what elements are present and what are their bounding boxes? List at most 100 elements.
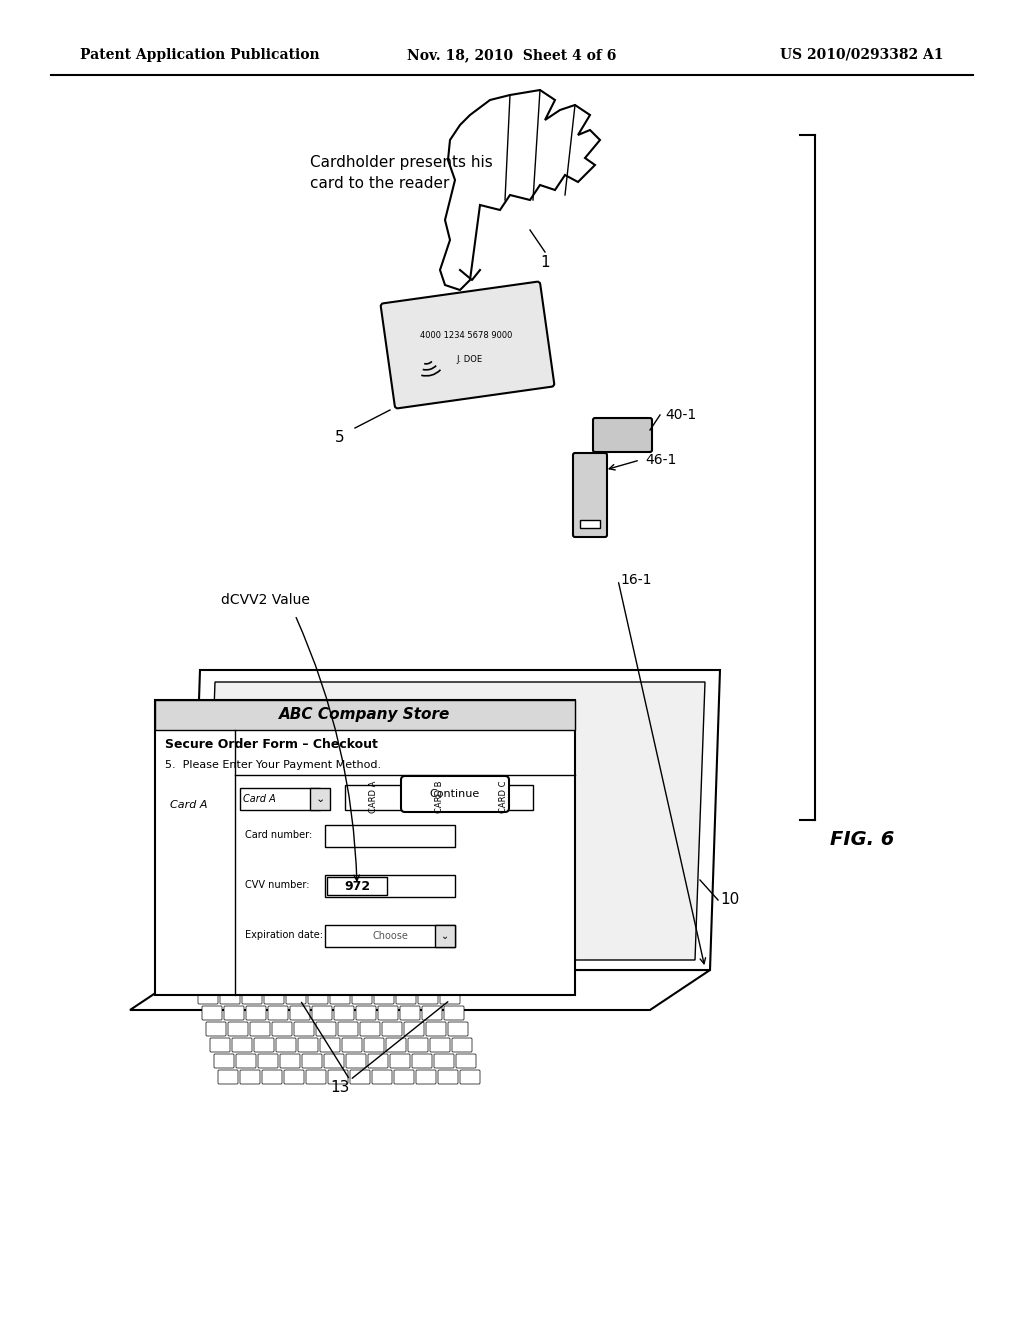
Text: CARD C: CARD C [500,780,509,813]
FancyBboxPatch shape [404,1022,424,1036]
FancyBboxPatch shape [319,1038,340,1052]
Text: 972: 972 [344,879,370,892]
Text: Card A: Card A [170,800,208,810]
Text: 46-1: 46-1 [645,453,677,467]
Bar [345,785,403,810]
FancyBboxPatch shape [422,1006,442,1020]
Bar [240,788,319,810]
FancyBboxPatch shape [593,418,652,451]
FancyBboxPatch shape [228,1022,248,1036]
FancyBboxPatch shape [418,990,438,1005]
FancyBboxPatch shape [260,974,280,987]
Text: 5.  Please Enter Your Payment Method.: 5. Please Enter Your Payment Method. [165,760,381,770]
FancyBboxPatch shape [440,990,460,1005]
Text: Card A: Card A [243,795,275,804]
FancyBboxPatch shape [460,1071,480,1084]
FancyBboxPatch shape [374,990,394,1005]
Bar [475,785,534,810]
Text: FIG. 6: FIG. 6 [830,830,894,849]
FancyBboxPatch shape [456,1053,476,1068]
FancyBboxPatch shape [360,1022,380,1036]
Text: Secure Order Form – Checkout: Secure Order Form – Checkout [165,738,378,751]
Text: 16-1: 16-1 [620,573,651,587]
FancyBboxPatch shape [304,974,324,987]
FancyBboxPatch shape [216,974,236,987]
FancyBboxPatch shape [264,990,284,1005]
FancyBboxPatch shape [238,974,258,987]
Polygon shape [440,90,600,290]
FancyBboxPatch shape [338,1022,358,1036]
FancyBboxPatch shape [342,1038,362,1052]
FancyBboxPatch shape [242,990,262,1005]
FancyBboxPatch shape [370,974,390,987]
Text: US 2010/0293382 A1: US 2010/0293382 A1 [780,48,944,62]
Text: 10: 10 [720,892,739,908]
FancyBboxPatch shape [240,1071,260,1084]
FancyBboxPatch shape [426,1022,446,1036]
FancyBboxPatch shape [352,990,372,1005]
FancyBboxPatch shape [434,1053,454,1068]
Text: ABC Company Store: ABC Company Store [280,708,451,722]
Text: CVV number:: CVV number: [245,880,309,890]
FancyBboxPatch shape [268,1006,288,1020]
FancyBboxPatch shape [438,1071,458,1084]
FancyBboxPatch shape [414,974,434,987]
FancyBboxPatch shape [254,1038,274,1052]
FancyBboxPatch shape [316,1022,336,1036]
FancyBboxPatch shape [382,1022,402,1036]
FancyBboxPatch shape [324,1053,344,1068]
FancyBboxPatch shape [306,1071,326,1084]
Bar [325,825,455,847]
FancyBboxPatch shape [330,990,350,1005]
Text: CARD A: CARD A [370,781,379,813]
Bar [580,520,600,528]
FancyBboxPatch shape [290,1006,310,1020]
FancyBboxPatch shape [408,1038,428,1052]
FancyBboxPatch shape [449,1022,468,1036]
FancyBboxPatch shape [394,1071,414,1084]
Text: ⌄: ⌄ [441,931,450,941]
FancyBboxPatch shape [246,1006,266,1020]
FancyBboxPatch shape [348,974,368,987]
FancyBboxPatch shape [328,1071,348,1084]
FancyBboxPatch shape [250,1022,270,1036]
Bar [155,700,575,730]
Text: Nov. 18, 2010  Sheet 4 of 6: Nov. 18, 2010 Sheet 4 of 6 [408,48,616,62]
FancyBboxPatch shape [401,776,509,812]
Text: 5: 5 [335,430,345,445]
FancyBboxPatch shape [381,281,554,408]
FancyBboxPatch shape [262,1071,282,1084]
Text: Continue: Continue [430,789,480,799]
FancyBboxPatch shape [356,1006,376,1020]
Text: Card number:: Card number: [245,830,312,840]
Bar [325,875,455,898]
FancyBboxPatch shape [214,1053,234,1068]
FancyBboxPatch shape [302,1053,322,1068]
Text: dCVV2 Value: dCVV2 Value [220,593,309,607]
Polygon shape [130,970,710,1010]
FancyBboxPatch shape [444,1006,464,1020]
Text: 4000 1234 5678 9000: 4000 1234 5678 9000 [420,330,512,339]
FancyBboxPatch shape [194,974,214,987]
Text: Choose: Choose [372,931,408,941]
FancyBboxPatch shape [258,1053,278,1068]
Polygon shape [190,671,720,970]
FancyBboxPatch shape [276,1038,296,1052]
FancyBboxPatch shape [372,1071,392,1084]
FancyBboxPatch shape [412,1053,432,1068]
FancyBboxPatch shape [232,1038,252,1052]
FancyBboxPatch shape [334,1006,354,1020]
FancyBboxPatch shape [280,1053,300,1068]
FancyBboxPatch shape [218,1071,238,1084]
FancyBboxPatch shape [220,990,240,1005]
FancyBboxPatch shape [452,1038,472,1052]
FancyBboxPatch shape [416,1071,436,1084]
FancyBboxPatch shape [378,1006,398,1020]
FancyBboxPatch shape [392,974,412,987]
FancyBboxPatch shape [396,990,416,1005]
FancyBboxPatch shape [272,1022,292,1036]
FancyBboxPatch shape [198,990,218,1005]
FancyBboxPatch shape [224,1006,244,1020]
FancyBboxPatch shape [236,1053,256,1068]
FancyBboxPatch shape [386,1038,406,1052]
